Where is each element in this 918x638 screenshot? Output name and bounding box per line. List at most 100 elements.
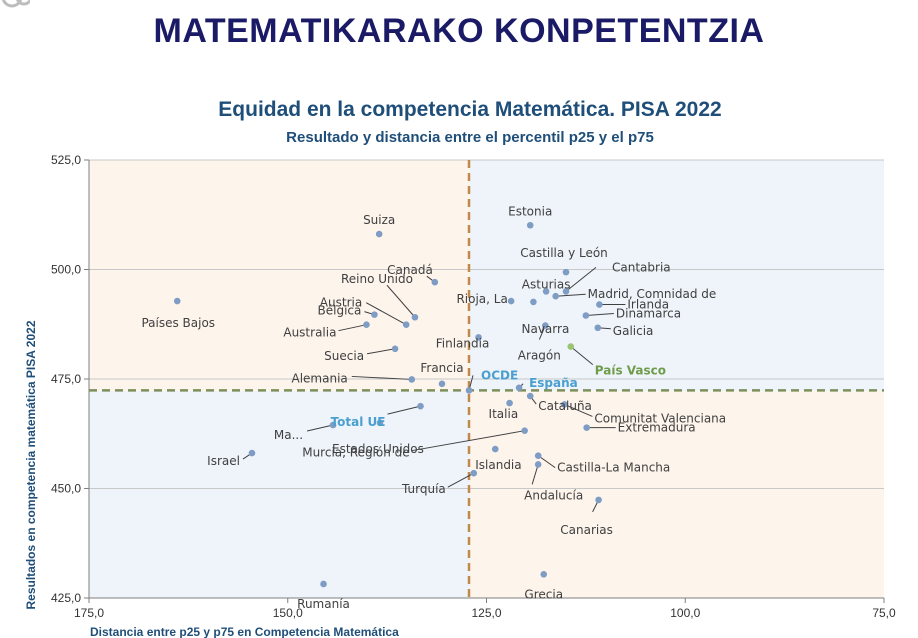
point-cantabria xyxy=(562,288,570,295)
point-label-castilla-y-leon: Castilla y León xyxy=(520,246,608,260)
point-label-belgica: Bélgica xyxy=(318,304,362,318)
point-label-australia: Australia xyxy=(283,326,336,340)
point-label-italia: Italia xyxy=(489,407,519,421)
point-label-alemania: Alemania xyxy=(292,371,348,385)
leader-castilla-la-mancha xyxy=(537,455,556,469)
point-austria xyxy=(402,321,410,328)
point-belgica xyxy=(371,311,378,318)
point-irlanda xyxy=(596,301,603,308)
point-label-canada: Canadá xyxy=(387,263,433,277)
point-reino-unido xyxy=(411,313,419,321)
point-cataluna xyxy=(526,392,534,400)
point-label-aragon: Aragón xyxy=(518,349,561,363)
point-label-turquia: Turquía xyxy=(401,482,446,496)
point-label-francia: Francia xyxy=(420,361,463,375)
point-suecia xyxy=(391,345,399,353)
point-rioja-la xyxy=(507,297,515,305)
x-tick-label: 100,0 xyxy=(670,606,700,620)
chart-subtitle: Resultado y distancia entre el percentil… xyxy=(286,129,654,146)
point-israel xyxy=(248,449,256,457)
point-andalucia xyxy=(534,461,542,468)
point-label-israel: Israel xyxy=(207,454,240,468)
y-tick-label: 450,0 xyxy=(51,482,81,496)
reference-lines xyxy=(89,160,884,598)
point-finlandia xyxy=(475,334,482,341)
leader-cantabria xyxy=(565,267,597,292)
point-comunitat-valenciana xyxy=(561,401,568,408)
point-label-dinamarca: Dinamarca xyxy=(616,306,681,320)
point-ma xyxy=(329,421,337,429)
x-tick-label: 75,0 xyxy=(872,606,896,620)
point-total-ue xyxy=(417,402,424,410)
point-castilla-y-leon xyxy=(562,268,570,276)
point-turquia xyxy=(470,469,478,477)
leader-ma xyxy=(306,424,334,432)
quadrant-top-left xyxy=(89,160,470,391)
point-labels: Suiza Estonia Canadá Castilla y León Cantabr… xyxy=(141,204,726,611)
point-castilla-la-mancha xyxy=(534,452,542,459)
point-label-extremadura: Extremadura xyxy=(618,421,696,435)
point-asturias xyxy=(542,288,550,295)
point-label-total-ue: Total UE xyxy=(331,415,386,429)
gridlines xyxy=(89,159,884,489)
point-label-ocde: OCDE xyxy=(481,368,518,382)
point-label-estonia: Estonia xyxy=(508,204,552,218)
point-label-rumania: Rumanía xyxy=(297,597,350,611)
y-axis-label: Resultados en competencia matemática PIS… xyxy=(24,320,38,609)
point-label-islandia: Islandia xyxy=(475,458,521,472)
point-aragon xyxy=(542,322,549,329)
point-label-suecia: Suecia xyxy=(324,349,364,363)
x-tick-label: 175,0 xyxy=(74,606,104,620)
point-label-grecia: Grecia xyxy=(524,587,563,601)
data-points xyxy=(173,221,603,588)
point-australia xyxy=(363,321,370,328)
point-label-castilla-la-mancha: Castilla-La Mancha xyxy=(557,461,670,475)
leader-reino-unido xyxy=(386,284,416,318)
point-francia xyxy=(438,380,446,388)
point-label-cataluna: Cataluña xyxy=(538,399,592,413)
quadrant-top-right xyxy=(470,160,884,391)
leader-pais-vasco xyxy=(570,346,594,365)
point-italia xyxy=(506,399,513,407)
point-label-comunitat-valenciana: Comunitat Valenciana xyxy=(594,411,726,425)
y-tick-label: 475,0 xyxy=(51,372,81,386)
point-galicia xyxy=(594,324,602,332)
point-label-murcia-region-de: Murcia, Región de xyxy=(302,446,409,460)
leader-comunitat-valenciana xyxy=(564,403,593,417)
point-islandia xyxy=(491,445,499,453)
leader-andalucia xyxy=(531,464,539,485)
point-suiza xyxy=(375,230,383,238)
y-tick-label: 425,0 xyxy=(51,591,81,605)
point-label-madrid-comnidad-de: Madrid, Comnidad de xyxy=(588,287,717,301)
point-ocde xyxy=(465,387,473,394)
point-canarias xyxy=(595,496,602,504)
point-alemania xyxy=(408,376,416,383)
x-tick-label: 150,0 xyxy=(273,606,303,620)
point-espana xyxy=(515,384,523,392)
point-label-asturias: Asturias xyxy=(522,277,571,291)
point-label-estados-unidos: Estados Unidos xyxy=(332,442,424,456)
leader-total-ue xyxy=(387,405,421,415)
point-label-cantabria: Cantabria xyxy=(612,260,671,274)
x-tick-label: 125,0 xyxy=(471,606,501,620)
y-tick-label: 525,0 xyxy=(51,153,81,167)
leader-dinamarca xyxy=(585,312,614,316)
point-paises-bajos xyxy=(173,297,181,305)
point-label-pais-vasco: País Vasco xyxy=(595,364,666,378)
leader-madrid-comnidad-de xyxy=(555,293,586,297)
point-navarra xyxy=(530,298,537,306)
quadrant-bottom-left xyxy=(89,391,470,598)
x-axis-label: Distancia entre p25 y p75 en Competencia… xyxy=(90,625,399,638)
point-pais-vasco xyxy=(567,343,575,350)
leader-turquia xyxy=(447,472,475,488)
point-label-finlandia: Finlandia xyxy=(436,336,490,350)
leader-alemania xyxy=(351,375,412,380)
point-grecia xyxy=(540,571,548,578)
page-heading: MATEMATIKARAKO KONPETENTZIA xyxy=(153,12,765,50)
leader-suecia xyxy=(366,348,396,355)
point-estonia xyxy=(526,221,534,229)
point-label-navarra: Navarra xyxy=(522,322,570,336)
point-label-ma: Ma... xyxy=(274,428,303,442)
